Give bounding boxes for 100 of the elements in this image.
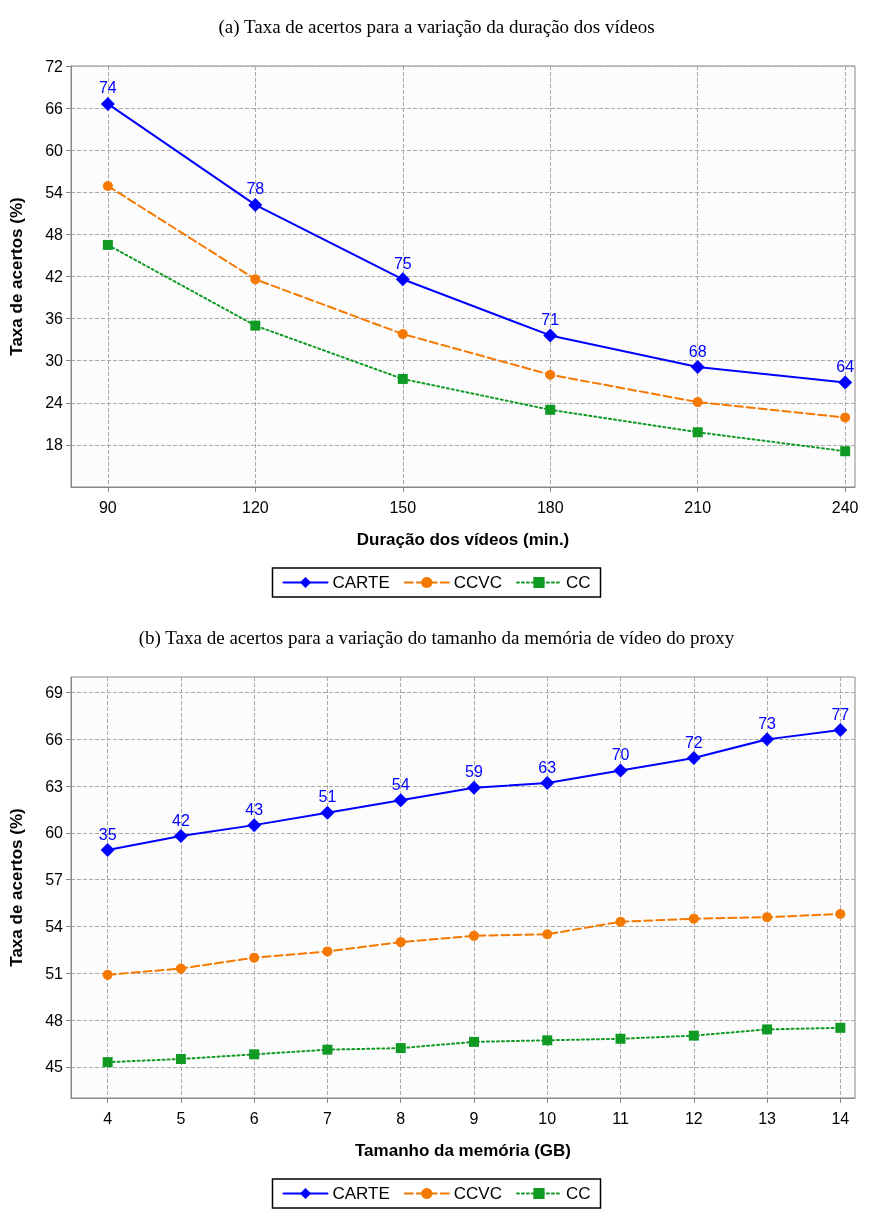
point — [613, 763, 628, 778]
x-tick-label: 12 — [684, 1109, 703, 1127]
y-tick-label: 66 — [45, 730, 64, 748]
point — [393, 793, 408, 808]
x-tick-label: 210 — [684, 498, 712, 516]
y-tick-label: 51 — [45, 964, 64, 982]
annotation: 71 — [541, 310, 560, 328]
point — [395, 937, 406, 948]
point — [173, 829, 188, 844]
legend-label: CCVC — [453, 573, 502, 592]
x-tick-label: 6 — [249, 1109, 259, 1127]
y-tick-label: 54 — [45, 917, 64, 935]
annotation: 75 — [393, 254, 412, 272]
annotation: 42 — [172, 811, 190, 829]
point — [840, 412, 851, 423]
y-tick-label: 54 — [45, 183, 64, 201]
point — [692, 397, 703, 408]
point — [545, 404, 556, 415]
legend-label: CARTE — [332, 573, 390, 592]
annotation: 68 — [688, 342, 707, 360]
y-tick-label: 57 — [45, 871, 64, 889]
point — [835, 909, 846, 919]
point — [249, 1049, 260, 1060]
point — [760, 732, 775, 747]
point — [545, 369, 556, 380]
chart-title: (b) Taxa de acertos para a variação do tamanho da memória de vídeo do proxy — [138, 627, 735, 649]
chart-title: (a) Taxa de acertos para a variação da duração dos vídeos — [218, 16, 655, 38]
y-tick-label: 48 — [45, 1011, 64, 1029]
point — [688, 1030, 699, 1041]
point — [688, 913, 699, 924]
x-tick-label: 10 — [538, 1109, 557, 1127]
point — [540, 776, 555, 791]
point — [322, 1044, 333, 1055]
y-tick-label: 69 — [45, 684, 64, 702]
point — [395, 1043, 406, 1054]
annotation: 64 — [836, 357, 855, 375]
x-tick-label: 4 — [103, 1109, 113, 1127]
point — [320, 805, 335, 820]
x-tick-label: 180 — [536, 498, 564, 516]
y-axis-title: Taxa de acertos (%) — [7, 197, 26, 356]
point — [838, 375, 853, 390]
point — [840, 446, 851, 457]
legend-label: CC — [565, 573, 591, 592]
point — [102, 969, 113, 980]
point — [835, 1022, 846, 1033]
point — [469, 930, 479, 941]
x-tick-label: 9 — [469, 1109, 479, 1127]
point — [692, 427, 703, 438]
point — [250, 320, 261, 331]
point — [542, 1035, 553, 1046]
x-tick-label: 8 — [396, 1109, 406, 1127]
y-tick-label: 45 — [45, 1058, 64, 1076]
annotation: 73 — [758, 714, 777, 732]
y-tick-label: 66 — [45, 99, 64, 117]
point — [175, 963, 186, 974]
annotation: 74 — [98, 79, 117, 97]
annotation: 70 — [611, 746, 630, 764]
x-tick-label: 5 — [176, 1109, 186, 1127]
x-tick-label: 14 — [831, 1109, 850, 1127]
annotation: 77 — [831, 705, 850, 723]
point — [395, 272, 410, 287]
point — [466, 780, 481, 795]
point — [102, 239, 113, 250]
y-tick-label: 36 — [45, 310, 64, 328]
x-axis-title: Duração dos vídeos (min.) — [356, 530, 570, 549]
y-axis-title: Taxa de acertos (%) — [7, 808, 26, 967]
point — [762, 912, 773, 923]
x-tick-label: 7 — [323, 1109, 332, 1127]
point — [250, 274, 261, 285]
y-tick-label: 48 — [45, 225, 64, 243]
y-tick-label: 30 — [45, 352, 64, 370]
point — [100, 96, 115, 111]
point — [543, 328, 558, 343]
y-tick-label: 60 — [45, 824, 64, 842]
point — [615, 916, 626, 927]
annotation: 78 — [246, 180, 265, 198]
point — [762, 1024, 773, 1035]
annotation: 35 — [98, 825, 117, 843]
y-tick-label: 60 — [45, 141, 64, 159]
point — [322, 946, 333, 957]
point — [100, 843, 115, 858]
x-axis-title: Tamanho da memória (GB) — [355, 1141, 571, 1160]
point — [249, 952, 260, 963]
annotation: 63 — [538, 758, 557, 776]
point — [102, 180, 113, 191]
point — [102, 1057, 113, 1068]
annotation: 59 — [465, 763, 483, 781]
legend-label: CARTE — [332, 1184, 390, 1203]
annotation: 54 — [391, 775, 410, 793]
annotation: 51 — [318, 788, 337, 806]
annotation: 72 — [684, 733, 703, 751]
legend-label: CCVC — [453, 1184, 502, 1203]
y-tick-label: 72 — [45, 57, 64, 75]
y-tick-label: 42 — [45, 268, 64, 285]
y-tick-label: 24 — [45, 394, 64, 412]
x-tick-label: 13 — [758, 1109, 777, 1127]
y-tick-label: 63 — [45, 777, 64, 795]
x-tick-label: 90 — [98, 498, 117, 516]
point — [468, 1036, 479, 1047]
point — [615, 1033, 626, 1044]
